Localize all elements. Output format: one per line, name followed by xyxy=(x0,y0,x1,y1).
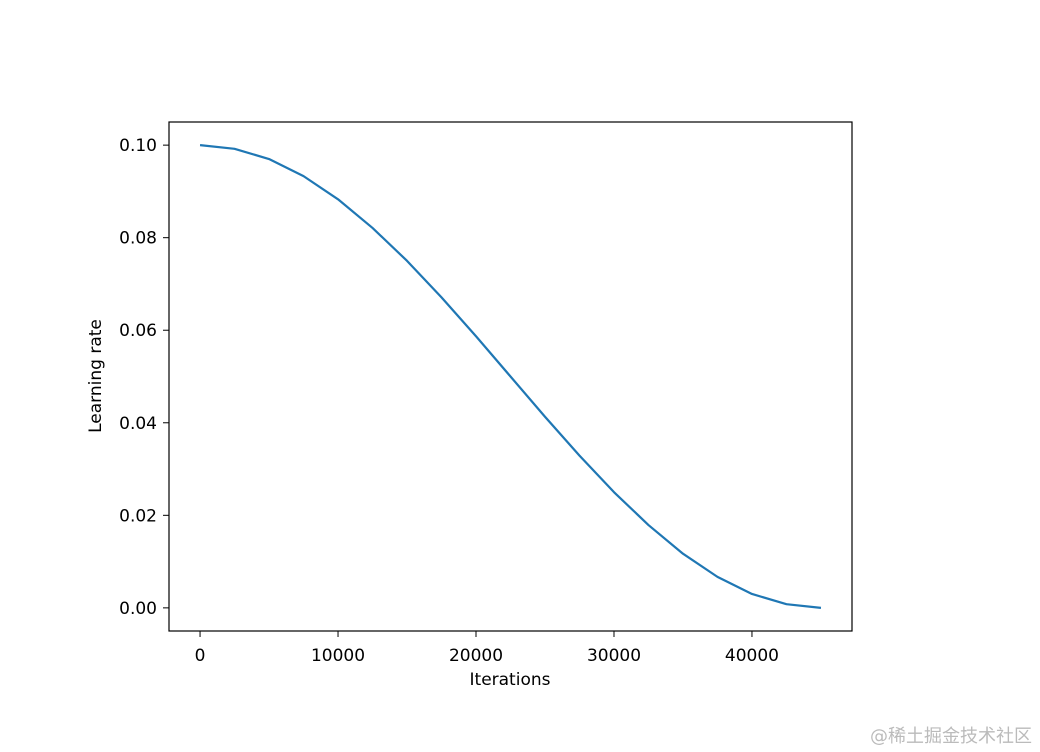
x-tick-label: 0 xyxy=(195,646,206,666)
y-tick-label: 0.00 xyxy=(119,599,157,619)
y-tick-label: 0.04 xyxy=(119,414,157,434)
line xyxy=(199,144,822,609)
y-tick-label: 0.02 xyxy=(119,506,157,526)
x-axis-label: Iterations xyxy=(470,670,551,690)
watermark: @稀土掘金技术社区 xyxy=(870,726,1032,747)
x-tick-label: 10000 xyxy=(311,646,365,666)
y-tick-label: 0.06 xyxy=(119,321,157,341)
x-tick-label: 40000 xyxy=(725,646,779,666)
x-tick-label: 20000 xyxy=(449,646,503,666)
y-axis-label: Learning rate xyxy=(86,319,106,433)
y-tick-label: 0.08 xyxy=(119,229,157,249)
y-tick-label: 0.10 xyxy=(119,136,157,156)
x-tick-label: 30000 xyxy=(587,646,641,666)
plot-frame xyxy=(168,121,853,632)
